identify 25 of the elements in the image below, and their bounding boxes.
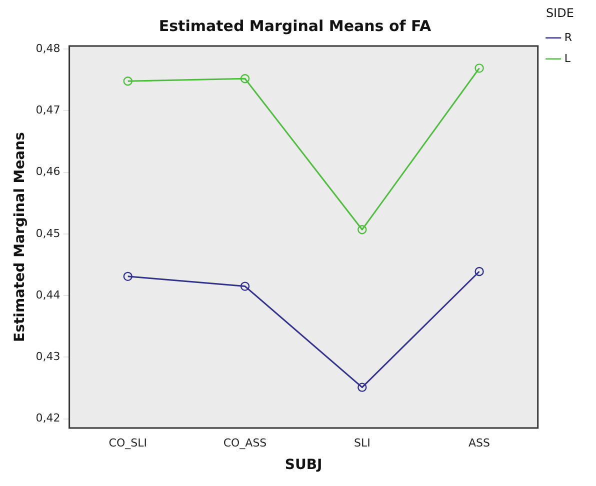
point	[240, 74, 250, 84]
point	[358, 225, 367, 234]
chart-title: Estimated Marginal Means of FA	[158, 16, 432, 35]
legend-title: SIDE	[546, 6, 574, 20]
legend-label: L	[564, 52, 572, 65]
y-tick-label: 0,48	[36, 42, 60, 55]
x-tick-label: ASS	[468, 436, 490, 450]
x-tick-label: SLI	[354, 436, 370, 450]
x-tick-label: CO_SLI	[108, 436, 147, 450]
y-tick-label: 0,47	[36, 104, 60, 117]
x-tick-label: CO_ASS	[223, 436, 267, 450]
y-tick-label: 0,46	[36, 165, 60, 178]
y-axis-title: Estimated Marginal Means	[12, 132, 28, 342]
point	[123, 272, 132, 282]
y-tick-label: 0,42	[36, 412, 60, 425]
y-tick-label: 0,45	[36, 226, 60, 240]
y-tick-label: 0,43	[36, 350, 60, 364]
y-tick-label: 0,44	[36, 288, 60, 302]
point	[123, 76, 132, 86]
point	[358, 382, 367, 392]
x-axis-title: SUBJ	[284, 457, 322, 474]
legend-label: R	[564, 30, 572, 44]
point	[474, 64, 484, 73]
point	[474, 266, 484, 276]
point	[240, 282, 250, 291]
